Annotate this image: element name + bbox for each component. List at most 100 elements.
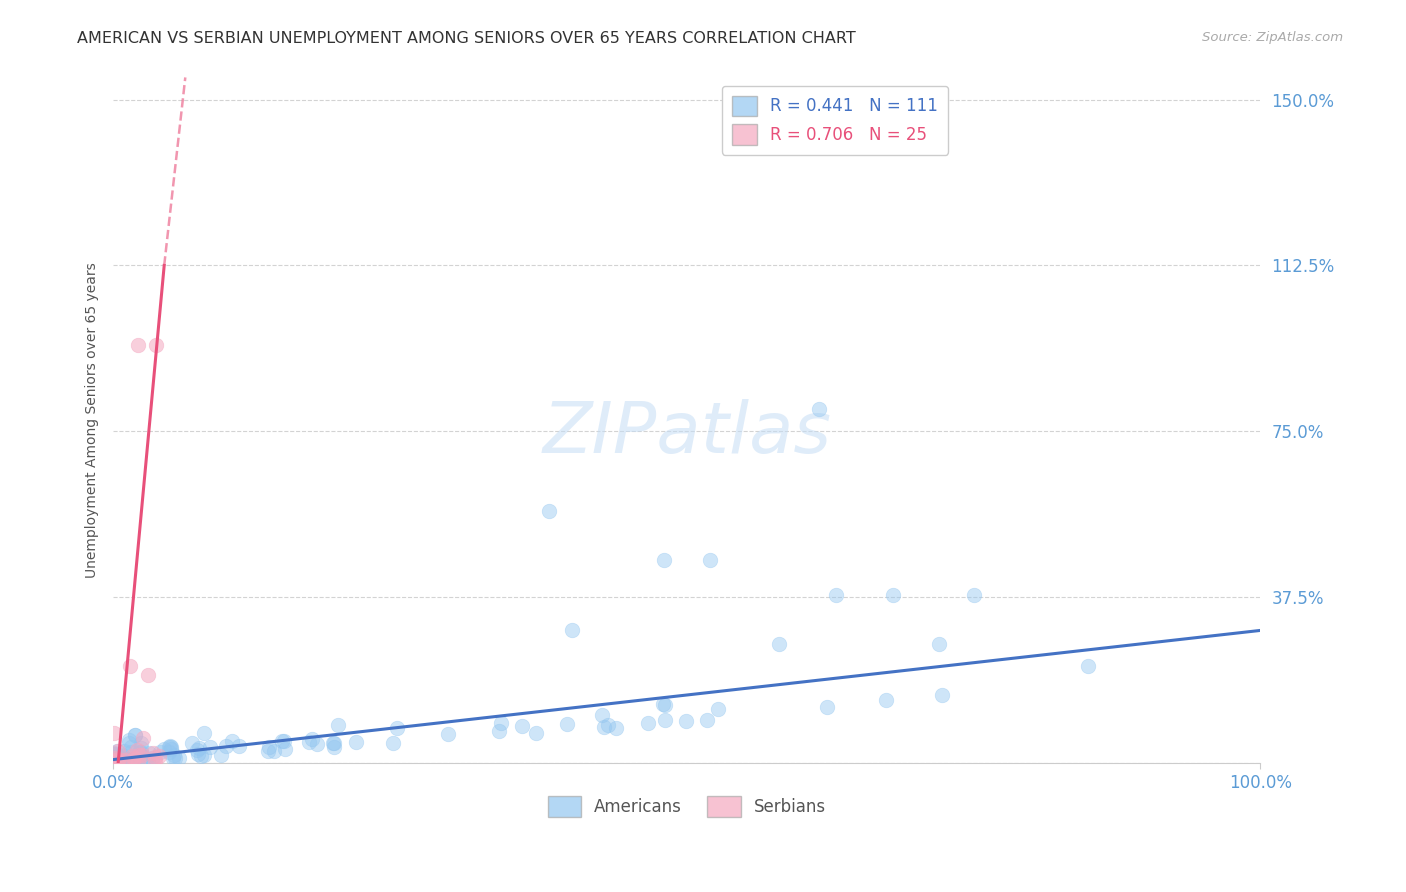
Point bbox=[105, 748, 128, 763]
Point bbox=[104, 753, 127, 767]
Text: AMERICAN VS SERBIAN UNEMPLOYMENT AMONG SENIORS OVER 65 YEARS CORRELATION CHART: AMERICAN VS SERBIAN UNEMPLOYMENT AMONG S… bbox=[77, 31, 856, 46]
Point bbox=[538, 504, 561, 518]
Point bbox=[263, 744, 285, 758]
Point bbox=[437, 727, 460, 741]
Point bbox=[598, 718, 620, 732]
Point bbox=[654, 713, 676, 727]
Point bbox=[149, 745, 172, 759]
Point bbox=[555, 717, 578, 731]
Legend: Americans, Serbians: Americans, Serbians bbox=[541, 789, 832, 823]
Point bbox=[104, 747, 127, 762]
Point bbox=[103, 726, 125, 740]
Point bbox=[131, 731, 153, 745]
Point bbox=[257, 739, 280, 754]
Point bbox=[637, 715, 659, 730]
Point bbox=[118, 737, 141, 751]
Point bbox=[103, 746, 125, 760]
Point bbox=[162, 750, 184, 764]
Point bbox=[105, 756, 128, 770]
Text: ZIPatlas: ZIPatlas bbox=[543, 400, 831, 468]
Point bbox=[129, 736, 152, 750]
Point bbox=[165, 750, 187, 764]
Point bbox=[652, 552, 675, 566]
Point bbox=[129, 740, 152, 755]
Point bbox=[592, 720, 614, 734]
Point bbox=[524, 726, 547, 740]
Point bbox=[128, 748, 150, 763]
Point bbox=[214, 739, 236, 753]
Point bbox=[145, 749, 167, 764]
Point bbox=[110, 751, 132, 765]
Point bbox=[221, 734, 243, 748]
Point bbox=[198, 739, 221, 754]
Point bbox=[167, 751, 190, 765]
Point bbox=[138, 747, 160, 761]
Point bbox=[111, 754, 134, 768]
Point bbox=[125, 743, 148, 757]
Point bbox=[120, 658, 142, 673]
Point bbox=[122, 753, 145, 767]
Point bbox=[273, 742, 295, 756]
Point bbox=[270, 734, 292, 748]
Point bbox=[131, 748, 153, 763]
Point bbox=[107, 752, 129, 766]
Point bbox=[125, 750, 148, 764]
Point bbox=[768, 637, 790, 651]
Point bbox=[591, 707, 613, 722]
Point bbox=[962, 588, 984, 602]
Point bbox=[125, 753, 148, 767]
Point bbox=[131, 749, 153, 764]
Point bbox=[228, 739, 250, 753]
Y-axis label: Unemployment Among Seniors over 65 years: Unemployment Among Seniors over 65 years bbox=[86, 262, 100, 578]
Point bbox=[112, 744, 135, 758]
Point bbox=[127, 338, 149, 352]
Point bbox=[931, 689, 953, 703]
Point bbox=[114, 750, 136, 764]
Point bbox=[120, 745, 142, 759]
Point bbox=[128, 745, 150, 759]
Point bbox=[699, 552, 721, 566]
Point bbox=[488, 724, 510, 739]
Point bbox=[322, 736, 344, 750]
Point bbox=[186, 743, 208, 757]
Point bbox=[110, 749, 132, 764]
Point bbox=[122, 751, 145, 765]
Point bbox=[651, 697, 673, 711]
Point bbox=[561, 624, 583, 638]
Point bbox=[190, 748, 212, 763]
Point bbox=[107, 744, 129, 758]
Point bbox=[129, 745, 152, 759]
Point bbox=[807, 402, 830, 417]
Point bbox=[112, 755, 135, 769]
Point bbox=[326, 718, 349, 732]
Point bbox=[121, 749, 143, 764]
Point bbox=[124, 728, 146, 742]
Point bbox=[103, 756, 125, 770]
Point bbox=[145, 338, 167, 352]
Point bbox=[675, 714, 697, 728]
Point bbox=[127, 756, 149, 770]
Point bbox=[128, 747, 150, 761]
Point bbox=[104, 755, 127, 769]
Point bbox=[298, 734, 321, 748]
Point bbox=[163, 747, 186, 762]
Point bbox=[148, 749, 170, 764]
Point bbox=[193, 747, 215, 762]
Point bbox=[124, 728, 146, 742]
Point bbox=[882, 588, 904, 602]
Point bbox=[128, 747, 150, 762]
Point bbox=[382, 736, 405, 750]
Point bbox=[209, 747, 232, 762]
Point bbox=[181, 736, 204, 750]
Point bbox=[107, 756, 129, 770]
Point bbox=[305, 738, 328, 752]
Point bbox=[138, 753, 160, 767]
Point bbox=[120, 739, 142, 754]
Text: Source: ZipAtlas.com: Source: ZipAtlas.com bbox=[1202, 31, 1343, 45]
Point bbox=[143, 754, 166, 768]
Point bbox=[187, 747, 209, 761]
Point bbox=[135, 752, 157, 766]
Point bbox=[103, 747, 125, 761]
Point bbox=[152, 741, 174, 756]
Point bbox=[129, 752, 152, 766]
